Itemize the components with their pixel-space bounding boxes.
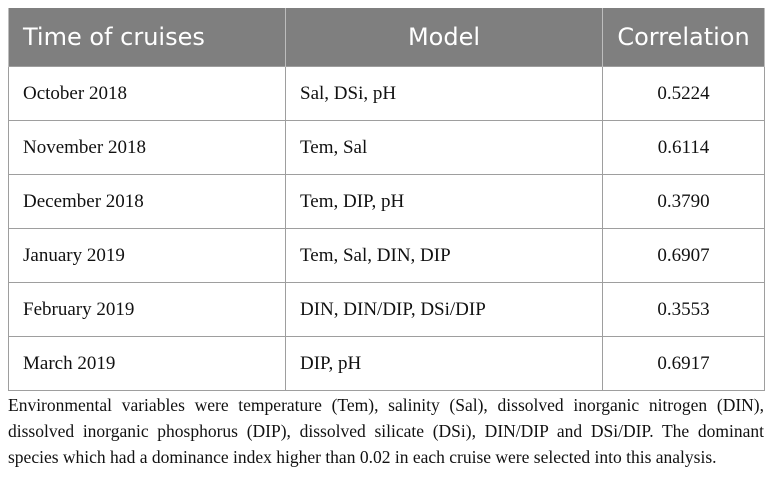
footnote: Environmental variables were temperature… bbox=[8, 395, 764, 467]
table-cell: 0.6114 bbox=[602, 120, 765, 175]
table-cell: DIN, DIN/DIP, DSi/DIP bbox=[285, 282, 603, 337]
table-cell: November 2018 bbox=[8, 120, 286, 175]
table-cell: December 2018 bbox=[8, 174, 286, 229]
table-cell: Tem, DIP, pH bbox=[285, 174, 603, 229]
data-table: Time of cruises Model Correlation October … bbox=[8, 8, 765, 391]
table-cell: October 2018 bbox=[8, 66, 286, 121]
table-cell: 0.6917 bbox=[602, 336, 765, 391]
table-row: November 2018 Tem, Sal 0.6114 bbox=[8, 120, 765, 175]
table-cell: DIP, pH bbox=[285, 336, 603, 391]
table-cell: Tem, Sal, DIN, DIP bbox=[285, 228, 603, 283]
table-cell: March 2019 bbox=[8, 336, 286, 391]
table-row: October 2018 Sal, DSi, pH 0.5224 bbox=[8, 66, 765, 121]
header-cell: Correlation bbox=[602, 8, 765, 67]
table-row: February 2019 DIN, DIN/DIP, DSi/DIP 0.3553 bbox=[8, 282, 765, 337]
header-cell: Time of cruises bbox=[8, 8, 286, 67]
table-cell: Tem, Sal bbox=[285, 120, 603, 175]
table-cell: 0.3553 bbox=[602, 282, 765, 337]
header-row: Time of cruises Model Correlation bbox=[8, 8, 765, 67]
table-cell: Sal, DSi, pH bbox=[285, 66, 603, 121]
table-cell: January 2019 bbox=[8, 228, 286, 283]
table-row: December 2018 Tem, DIP, pH 0.3790 bbox=[8, 174, 765, 229]
table-cell: 0.6907 bbox=[602, 228, 765, 283]
table-cell: February 2019 bbox=[8, 282, 286, 337]
table-cell: 0.5224 bbox=[602, 66, 765, 121]
table-row: January 2019 Tem, Sal, DIN, DIP 0.6907 bbox=[8, 228, 765, 283]
header-cell: Model bbox=[285, 8, 603, 67]
table-cell: 0.3790 bbox=[602, 174, 765, 229]
table-row: March 2019 DIP, pH 0.6917 bbox=[8, 336, 765, 391]
table-body: October 2018 Sal, DSi, pH 0.5224 November 2… bbox=[8, 66, 765, 391]
